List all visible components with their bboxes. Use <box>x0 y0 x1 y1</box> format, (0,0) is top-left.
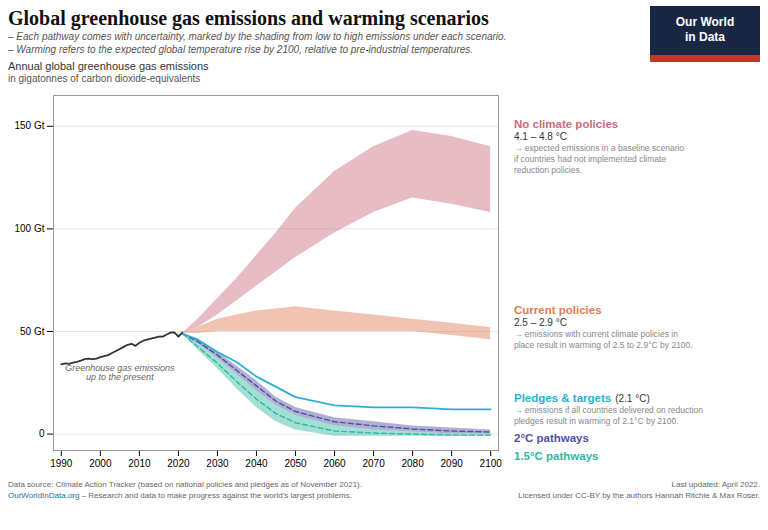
html-text:Our World: Our World <box>675 15 735 29</box>
html-text:No climate policies: No climate policies <box>514 117 619 130</box>
svg-text:2100: 2100 <box>480 458 503 469</box>
html-text:– Each pathway comes with unce: – Each pathway comes with uncertainty, m… <box>8 31 507 42</box>
html-text:Pledges & targets (2.1 °C): Pledges & targets (2.1 °C) <box>514 392 650 404</box>
html-text:Annual global greenhouse gas e: Annual global greenhouse gas emissions <box>8 60 209 72</box>
html-text:→ expected emissions in a base: → expected emissions in a baseline scena… <box>514 142 685 175</box>
html-text:– Warming refers to the expect: – Warming refers to the expected global … <box>8 44 474 55</box>
svg-text:100 Gt: 100 Gt <box>14 223 44 234</box>
html-text:1.5°C pathways: 1.5°C pathways <box>514 450 599 462</box>
svg-text:2060: 2060 <box>323 458 346 469</box>
html-text:Current policies: Current policies <box>514 303 602 316</box>
svg-text:Greenhouse gas emissionsup to: Greenhouse gas emissionsup to the presen… <box>65 363 175 382</box>
html-text:Global greenhouse gas emission: Global greenhouse gas emissions and warm… <box>8 7 489 29</box>
html-text:OurWorldInData.org – Research: OurWorldInData.org – Research and data t… <box>8 491 352 500</box>
html-text:Last updated: April 2022.: Last updated: April 2022. <box>671 480 760 489</box>
svg-text:2000: 2000 <box>89 458 112 469</box>
html-text:in gigatonnes of carbon dioxid: in gigatonnes of carbon dioxide-equivale… <box>8 73 201 84</box>
svg-text:2070: 2070 <box>362 458 385 469</box>
svg-text:2050: 2050 <box>284 458 307 469</box>
svg-text:50 Gt: 50 Gt <box>20 326 45 337</box>
html-text:→ emissions with current clima: → emissions with current climate policie… <box>514 328 693 350</box>
svg-text:2040: 2040 <box>245 458 268 469</box>
html-text:2.5 – 2.9 °C: 2.5 – 2.9 °C <box>514 316 567 328</box>
svg-text:2010: 2010 <box>128 458 151 469</box>
svg-text:2030: 2030 <box>206 458 229 469</box>
svg-text:2020: 2020 <box>167 458 190 469</box>
html-text:Data source: Climate Action Tr: Data source: Climate Action Tracker (bas… <box>8 480 362 489</box>
svg-text:2080: 2080 <box>401 458 424 469</box>
html-text:2°C pathways: 2°C pathways <box>514 432 589 444</box>
html-text:→ emissions if all countries d: → emissions if all countries delivered o… <box>514 405 703 426</box>
html-text:4.1 – 4.8 °C: 4.1 – 4.8 °C <box>514 130 567 142</box>
svg-text:2090: 2090 <box>441 458 464 469</box>
html-text:in Data: in Data <box>685 30 725 44</box>
svg-text:150 Gt: 150 Gt <box>14 120 44 131</box>
svg-text:0: 0 <box>39 428 45 439</box>
svg-text:1990: 1990 <box>50 458 73 469</box>
html-text:Licensed under CC-BY by the au: Licensed under CC-BY by the authors Hann… <box>518 491 760 500</box>
